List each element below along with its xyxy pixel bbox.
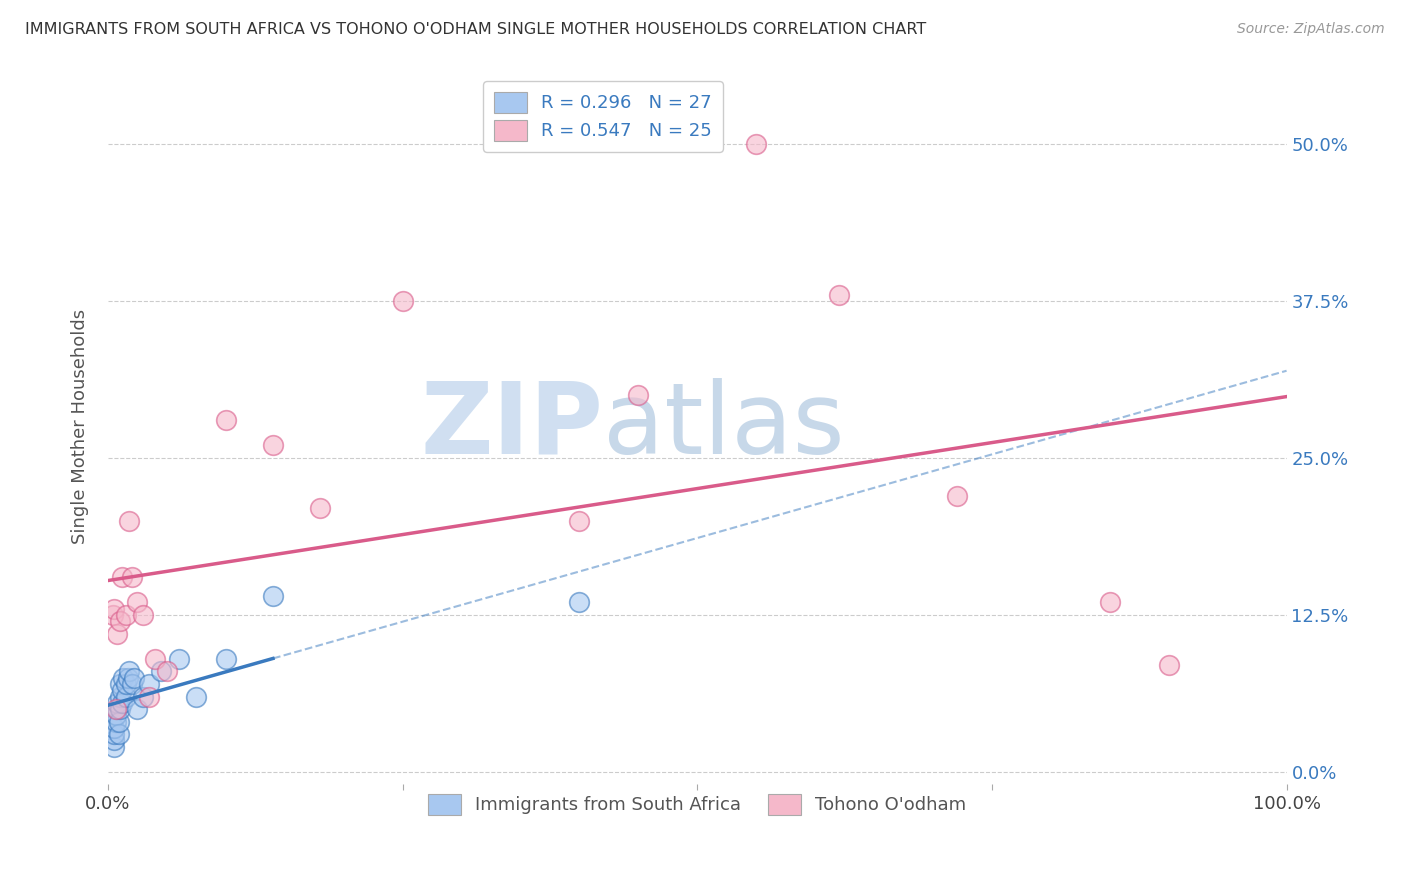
Point (101, 607, 124, 622)
Point (132, 690, 155, 704)
Point (143, 652, 166, 666)
Point (107, 702, 129, 716)
Text: Source: ZipAtlas.com: Source: ZipAtlas.com (1237, 22, 1385, 37)
Point (627, 388, 650, 402)
Point (1157, 658, 1180, 673)
Point (150, 665, 173, 679)
Point (156, 665, 179, 679)
Point (122, 671, 145, 685)
Point (105, 714, 128, 729)
Point (568, 595, 591, 609)
Point (107, 727, 129, 741)
Point (391, 293, 413, 308)
Text: IMMIGRANTS FROM SOUTH AFRICA VS TOHONO O'ODHAM SINGLE MOTHER HOUSEHOLDS CORRELAT: IMMIGRANTS FROM SOUTH AFRICA VS TOHONO O… (25, 22, 927, 37)
Point (105, 702, 128, 716)
Point (127, 595, 149, 609)
Y-axis label: Single Mother Households: Single Mother Households (72, 309, 89, 544)
Point (118, 665, 141, 679)
Point (108, 702, 131, 716)
Point (117, 671, 139, 685)
Point (103, 601, 125, 615)
Point (103, 733, 125, 747)
Point (107, 626, 129, 640)
Point (121, 570, 143, 584)
Point (132, 607, 155, 622)
Point (103, 727, 125, 741)
Point (262, 589, 284, 603)
Point (118, 514, 141, 528)
Point (1098, 595, 1121, 609)
Point (215, 413, 238, 427)
Point (107, 696, 129, 710)
Point (108, 677, 131, 691)
Point (107, 714, 129, 729)
Point (568, 514, 591, 528)
Text: atlas: atlas (603, 378, 845, 475)
Point (112, 671, 135, 685)
Point (186, 690, 208, 704)
Point (114, 677, 136, 691)
Point (828, 287, 851, 301)
Point (111, 570, 134, 584)
Point (167, 652, 190, 666)
Point (138, 690, 160, 704)
Point (215, 652, 238, 666)
Point (114, 690, 136, 704)
Point (745, 136, 768, 151)
Point (127, 702, 149, 716)
Point (111, 683, 134, 698)
Legend: Immigrants from South Africa, Tohono O'odham: Immigrants from South Africa, Tohono O'o… (418, 783, 977, 825)
Point (262, 438, 284, 452)
Point (108, 690, 131, 704)
Point (103, 721, 125, 735)
Point (945, 489, 967, 503)
Text: ZIP: ZIP (420, 378, 603, 475)
Point (105, 708, 128, 723)
Point (108, 614, 131, 628)
Point (103, 739, 125, 754)
Point (114, 607, 136, 622)
Point (121, 677, 143, 691)
Point (309, 501, 332, 516)
Point (138, 677, 160, 691)
Point (111, 696, 134, 710)
